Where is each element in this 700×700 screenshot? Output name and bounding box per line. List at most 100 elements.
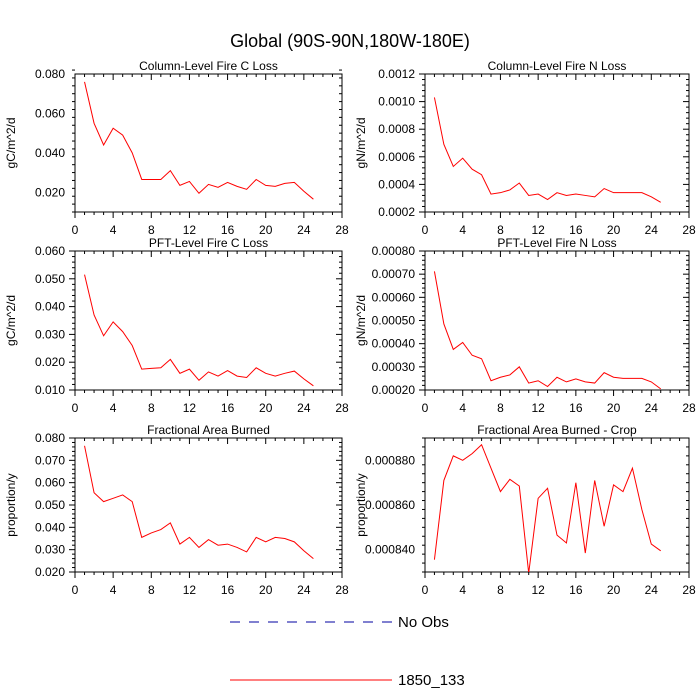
y-axis-label: proportion/y bbox=[4, 473, 18, 536]
y-tick-label: 0.040 bbox=[35, 300, 65, 314]
x-tick-label: 4 bbox=[459, 223, 466, 237]
y-tick-label: 0.00060 bbox=[372, 290, 416, 304]
y-axis-label: gN/m^2/d bbox=[354, 295, 368, 346]
x-tick-label: 24 bbox=[297, 223, 311, 237]
x-tick-label: 8 bbox=[148, 223, 155, 237]
y-tick-label: 0.00080 bbox=[372, 244, 416, 258]
y-tick-label: 0.030 bbox=[35, 543, 65, 557]
x-tick-label: 4 bbox=[110, 223, 117, 237]
y-tick-label: 0.00070 bbox=[372, 267, 416, 281]
legend-label-2: 1850_133 bbox=[398, 672, 465, 689]
x-tick-label: 28 bbox=[335, 223, 349, 237]
x-tick-label: 0 bbox=[422, 401, 429, 415]
y-tick-label: 0.0008 bbox=[378, 122, 415, 136]
plot-frame bbox=[74, 437, 343, 573]
chart-panel-6: Fractional Area Burned - Crop proportion/… bbox=[354, 423, 696, 597]
y-tick-label: 0.040 bbox=[35, 146, 65, 160]
x-tick-label: 0 bbox=[72, 401, 79, 415]
plot-frame bbox=[424, 250, 690, 391]
plot-frame bbox=[74, 73, 343, 213]
series-line-1850_133 bbox=[84, 445, 314, 559]
y-tick-label: 0.080 bbox=[35, 431, 65, 445]
y-tick-label: 0.060 bbox=[35, 106, 65, 120]
x-tick-label: 0 bbox=[422, 583, 429, 597]
series-line-1850_133 bbox=[433, 443, 661, 572]
y-tick-label: 0.000880 bbox=[365, 453, 415, 467]
y-tick-label: 0.0006 bbox=[378, 150, 415, 164]
y-tick-label: 0.00020 bbox=[372, 383, 416, 397]
x-tick-label: 8 bbox=[497, 223, 504, 237]
x-tick-label: 20 bbox=[607, 583, 621, 597]
x-tick-label: 24 bbox=[645, 583, 659, 597]
y-tick-label: 0.000860 bbox=[365, 498, 415, 512]
x-tick-label: 16 bbox=[569, 583, 583, 597]
y-tick-label: 0.040 bbox=[35, 520, 65, 534]
y-tick-label: 0.00050 bbox=[372, 314, 416, 328]
y-tick-label: 0.060 bbox=[35, 476, 65, 490]
panel-title: Fractional Area Burned bbox=[147, 423, 270, 437]
series-line-1850_133 bbox=[84, 274, 314, 387]
x-tick-label: 24 bbox=[297, 583, 311, 597]
x-tick-label: 12 bbox=[531, 223, 545, 237]
x-tick-label: 8 bbox=[148, 401, 155, 415]
chart-panel-2: Column-Level Fire N Loss gN/m^2/d 0 4 8 12 16 2… bbox=[354, 59, 696, 237]
y-tick-label: 0.050 bbox=[35, 272, 65, 286]
panel-title: PFT-Level Fire C Loss bbox=[149, 236, 268, 250]
y-tick-label: 0.00030 bbox=[372, 360, 416, 374]
legend: No Obs 1850_133 bbox=[230, 614, 465, 689]
y-axis-label: proportion/y bbox=[354, 473, 368, 536]
plot-frame bbox=[74, 250, 343, 391]
plot-frame bbox=[424, 73, 690, 213]
y-tick-label: 0.020 bbox=[35, 355, 65, 369]
x-tick-label: 8 bbox=[497, 583, 504, 597]
y-tick-label: 0.060 bbox=[35, 244, 65, 258]
x-tick-label: 0 bbox=[422, 223, 429, 237]
panel-title: PFT-Level Fire N Loss bbox=[497, 236, 616, 250]
chart-panel-3: PFT-Level Fire C Loss gC/m^2/d 0 4 8 12 16 20 24… bbox=[4, 236, 349, 415]
y-tick-label: 0.0012 bbox=[378, 67, 415, 81]
y-tick-label: 0.020 bbox=[35, 185, 65, 199]
y-tick-label: 0.050 bbox=[35, 498, 65, 512]
chart-panel-5: Fractional Area Burned proportion/y 0 4 8 12 1… bbox=[4, 423, 349, 597]
x-tick-label: 4 bbox=[110, 583, 117, 597]
x-tick-label: 0 bbox=[72, 583, 79, 597]
panel-title: Column-Level Fire N Loss bbox=[488, 59, 627, 73]
x-tick-label: 16 bbox=[569, 401, 583, 415]
panel-title: Column-Level Fire C Loss bbox=[139, 59, 278, 73]
x-tick-label: 0 bbox=[72, 223, 79, 237]
x-tick-label: 12 bbox=[531, 583, 545, 597]
y-tick-label: 0.000840 bbox=[365, 543, 415, 557]
series-line-1850_133 bbox=[433, 271, 662, 390]
y-tick-label: 0.0002 bbox=[378, 205, 415, 219]
x-tick-label: 12 bbox=[183, 223, 197, 237]
y-tick-label: 0.020 bbox=[35, 565, 65, 579]
chart-panel-4: PFT-Level Fire N Loss gN/m^2/d 0 4 8 12 16 20 24… bbox=[354, 236, 696, 415]
x-tick-label: 12 bbox=[183, 401, 197, 415]
chart-panel-1: Column-Level Fire C Loss gC/m^2/d 0 4 8 12 16 2… bbox=[4, 59, 349, 237]
x-tick-label: 4 bbox=[110, 401, 117, 415]
x-tick-label: 28 bbox=[682, 583, 696, 597]
x-tick-label: 16 bbox=[221, 401, 235, 415]
legend-label-1: No Obs bbox=[398, 614, 449, 631]
x-tick-label: 8 bbox=[497, 401, 504, 415]
y-axis-label: gC/m^2/d bbox=[4, 295, 18, 346]
x-tick-label: 4 bbox=[459, 401, 466, 415]
x-tick-label: 28 bbox=[682, 401, 696, 415]
x-tick-label: 4 bbox=[459, 583, 466, 597]
x-tick-label: 20 bbox=[259, 401, 273, 415]
x-tick-label: 16 bbox=[569, 223, 583, 237]
y-tick-label: 0.0004 bbox=[378, 177, 415, 191]
x-tick-label: 28 bbox=[335, 583, 349, 597]
y-tick-label: 0.00040 bbox=[372, 337, 416, 351]
x-tick-label: 12 bbox=[183, 583, 197, 597]
x-tick-label: 28 bbox=[335, 401, 349, 415]
series-line-1850_133 bbox=[433, 97, 661, 203]
x-tick-label: 16 bbox=[221, 583, 235, 597]
x-tick-label: 8 bbox=[148, 583, 155, 597]
x-tick-label: 20 bbox=[607, 401, 621, 415]
y-tick-label: 0.010 bbox=[35, 383, 65, 397]
x-tick-label: 24 bbox=[645, 401, 659, 415]
x-tick-label: 20 bbox=[259, 583, 273, 597]
x-tick-label: 16 bbox=[221, 223, 235, 237]
